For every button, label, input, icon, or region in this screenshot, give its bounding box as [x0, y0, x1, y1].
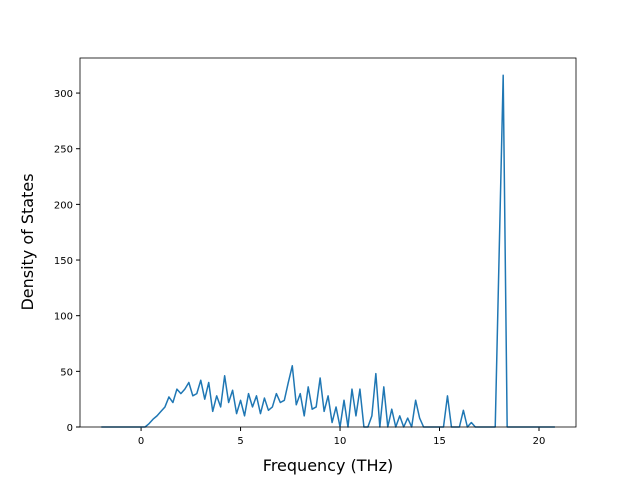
x-tick-label: 10 [334, 436, 347, 447]
x-axis-label: Frequency (THz) [263, 456, 393, 475]
line-series [101, 74, 555, 428]
y-tick-label: 50 [60, 367, 73, 378]
y-tick-label: 300 [54, 89, 73, 100]
x-tick-label: 5 [237, 436, 243, 447]
y-axis-label: Density of States [18, 173, 37, 310]
x-tick-label: 15 [433, 436, 446, 447]
y-tick-label: 200 [54, 200, 73, 211]
y-tick-label: 100 [54, 312, 73, 323]
x-tick-label: 0 [138, 436, 144, 447]
plot-frame [79, 57, 577, 428]
y-tick-label: 250 [54, 145, 73, 156]
y-tick-label: 0 [67, 423, 73, 434]
y-tick-label: 150 [54, 256, 73, 267]
x-tick-label: 20 [533, 436, 546, 447]
